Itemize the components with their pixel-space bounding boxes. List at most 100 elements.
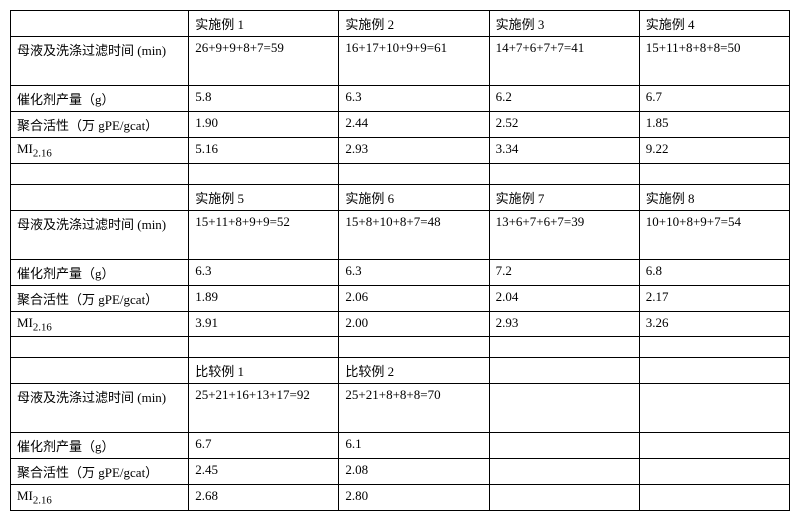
data-cell: 6.3 [339, 86, 489, 112]
column-header: 比较例 2 [339, 358, 489, 384]
spacer-cell [11, 337, 189, 358]
table-row: MI2.162.682.80 [11, 485, 790, 511]
data-cell: 2.80 [339, 485, 489, 511]
data-cell: 6.1 [339, 433, 489, 459]
header-row: 实施例 1实施例 2实施例 3实施例 4 [11, 11, 790, 37]
data-cell [489, 384, 639, 433]
column-header [489, 358, 639, 384]
data-cell: 15+8+10+8+7=48 [339, 210, 489, 259]
data-cell: 25+21+8+8+8=70 [339, 384, 489, 433]
data-cell: 5.8 [189, 86, 339, 112]
data-cell: 2.06 [339, 285, 489, 311]
header-row: 比较例 1比较例 2 [11, 358, 790, 384]
table-row: 催化剂产量（g）6.36.37.26.8 [11, 259, 790, 285]
data-cell: 9.22 [639, 138, 789, 164]
row-label: 聚合活性（万 gPE/gcat） [11, 285, 189, 311]
column-header: 实施例 6 [339, 184, 489, 210]
column-header: 实施例 5 [189, 184, 339, 210]
data-cell [639, 459, 789, 485]
table-row: MI2.165.162.933.349.22 [11, 138, 790, 164]
header-row: 实施例 5实施例 6实施例 7实施例 8 [11, 184, 790, 210]
data-cell: 15+11+8+9+9=52 [189, 210, 339, 259]
data-cell: 10+10+8+9+7=54 [639, 210, 789, 259]
data-cell: 25+21+16+13+17=92 [189, 384, 339, 433]
spacer-row [11, 163, 790, 184]
row-label: MI2.16 [11, 138, 189, 164]
spacer-cell [639, 163, 789, 184]
spacer-cell [339, 337, 489, 358]
data-cell: 2.52 [489, 112, 639, 138]
table-row: 聚合活性（万 gPE/gcat）1.892.062.042.17 [11, 285, 790, 311]
data-cell [639, 384, 789, 433]
data-cell [639, 433, 789, 459]
spacer-cell [11, 163, 189, 184]
data-cell: 1.85 [639, 112, 789, 138]
table-row: 聚合活性（万 gPE/gcat）1.902.442.521.85 [11, 112, 790, 138]
row-label: 催化剂产量（g） [11, 259, 189, 285]
data-table: 实施例 1实施例 2实施例 3实施例 4母液及洗涤过滤时间 (min)26+9+… [10, 10, 790, 511]
data-cell: 2.04 [489, 285, 639, 311]
row-label: 聚合活性（万 gPE/gcat） [11, 112, 189, 138]
column-header: 实施例 7 [489, 184, 639, 210]
row-label: 聚合活性（万 gPE/gcat） [11, 459, 189, 485]
column-header: 实施例 3 [489, 11, 639, 37]
data-cell: 6.2 [489, 86, 639, 112]
column-header: 实施例 8 [639, 184, 789, 210]
data-cell: 6.7 [639, 86, 789, 112]
data-cell: 2.93 [339, 138, 489, 164]
data-cell [489, 459, 639, 485]
data-cell: 15+11+8+8+8=50 [639, 37, 789, 86]
row-label: MI2.16 [11, 485, 189, 511]
data-cell: 6.7 [189, 433, 339, 459]
data-cell: 3.34 [489, 138, 639, 164]
data-cell: 2.08 [339, 459, 489, 485]
spacer-cell [489, 337, 639, 358]
header-label-cell [11, 358, 189, 384]
column-header: 实施例 4 [639, 11, 789, 37]
column-header: 实施例 1 [189, 11, 339, 37]
header-label-cell [11, 11, 189, 37]
spacer-row [11, 337, 790, 358]
data-cell: 6.3 [189, 259, 339, 285]
spacer-cell [639, 337, 789, 358]
spacer-cell [489, 163, 639, 184]
data-cell: 2.93 [489, 311, 639, 337]
row-label: MI2.16 [11, 311, 189, 337]
data-cell: 6.3 [339, 259, 489, 285]
column-header: 实施例 2 [339, 11, 489, 37]
spacer-cell [339, 163, 489, 184]
data-cell: 5.16 [189, 138, 339, 164]
row-label: 催化剂产量（g） [11, 86, 189, 112]
data-cell [489, 433, 639, 459]
data-cell: 2.17 [639, 285, 789, 311]
data-cell: 1.90 [189, 112, 339, 138]
row-label: 催化剂产量（g） [11, 433, 189, 459]
data-cell: 1.89 [189, 285, 339, 311]
table-row: 聚合活性（万 gPE/gcat）2.452.08 [11, 459, 790, 485]
data-cell: 7.2 [489, 259, 639, 285]
data-cell: 2.68 [189, 485, 339, 511]
table-row: 催化剂产量（g）6.76.1 [11, 433, 790, 459]
data-cell: 3.91 [189, 311, 339, 337]
table-row: 母液及洗涤过滤时间 (min)26+9+9+8+7=5916+17+10+9+9… [11, 37, 790, 86]
column-header: 比较例 1 [189, 358, 339, 384]
data-cell [489, 485, 639, 511]
data-cell: 2.00 [339, 311, 489, 337]
data-cell: 14+7+6+7+7=41 [489, 37, 639, 86]
table-row: 母液及洗涤过滤时间 (min)25+21+16+13+17=9225+21+8+… [11, 384, 790, 433]
table-row: 催化剂产量（g）5.86.36.26.7 [11, 86, 790, 112]
data-cell: 2.45 [189, 459, 339, 485]
row-label: 母液及洗涤过滤时间 (min) [11, 210, 189, 259]
data-cell: 16+17+10+9+9=61 [339, 37, 489, 86]
table-row: MI2.163.912.002.933.26 [11, 311, 790, 337]
data-cell: 2.44 [339, 112, 489, 138]
header-label-cell [11, 184, 189, 210]
column-header [639, 358, 789, 384]
table-row: 母液及洗涤过滤时间 (min)15+11+8+9+9=5215+8+10+8+7… [11, 210, 790, 259]
row-label: 母液及洗涤过滤时间 (min) [11, 384, 189, 433]
data-cell: 3.26 [639, 311, 789, 337]
data-cell: 6.8 [639, 259, 789, 285]
spacer-cell [189, 337, 339, 358]
data-cell: 26+9+9+8+7=59 [189, 37, 339, 86]
spacer-cell [189, 163, 339, 184]
